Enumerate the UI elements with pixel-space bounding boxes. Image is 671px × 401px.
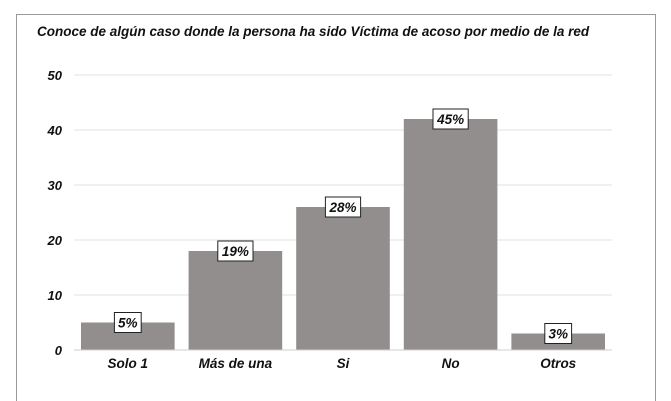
data-label-box (217, 240, 254, 262)
y-tick-label: 50 (48, 68, 63, 83)
x-tick-label: No (442, 356, 460, 371)
x-tick-label: Más de una (199, 356, 273, 371)
bar (403, 119, 498, 350)
data-label: 3% (544, 323, 573, 344)
data-label-text: 45% (436, 112, 464, 127)
chart-frame (16, 14, 656, 401)
data-label: 5% (113, 312, 142, 333)
y-tick-label: 20 (47, 233, 63, 248)
data-label-box (113, 312, 142, 333)
chart-title: Conoce de algún caso donde la persona ha… (37, 24, 590, 39)
bars (80, 119, 606, 350)
category-labels: Solo 1 Más de una Si No Otros (108, 356, 577, 371)
data-label-text: 28% (328, 200, 356, 215)
y-tick-label: 30 (48, 178, 63, 193)
y-tick-label: 10 (48, 288, 63, 303)
data-labels: 5% 19% 28% 45% 3% (113, 108, 573, 344)
data-label: 45% (432, 108, 469, 130)
data-label-box (432, 108, 469, 130)
data-label-box (544, 323, 573, 344)
x-tick-label: Solo 1 (108, 356, 149, 371)
x-tick-label: Otros (540, 356, 576, 371)
y-tick-label: 0 (55, 343, 63, 358)
bar (188, 251, 283, 350)
data-label: 19% (217, 240, 254, 262)
x-tick-label: Si (337, 356, 350, 371)
data-label-box (324, 196, 362, 218)
y-tick-label: 40 (47, 123, 63, 138)
bar (296, 207, 390, 350)
y-axis-ticks: 0 10 20 30 40 50 (47, 68, 63, 358)
data-label-text: 3% (548, 327, 568, 342)
data-label: 28% (324, 196, 362, 218)
data-label-text: 19% (222, 244, 249, 259)
data-label-text: 5% (118, 316, 138, 331)
